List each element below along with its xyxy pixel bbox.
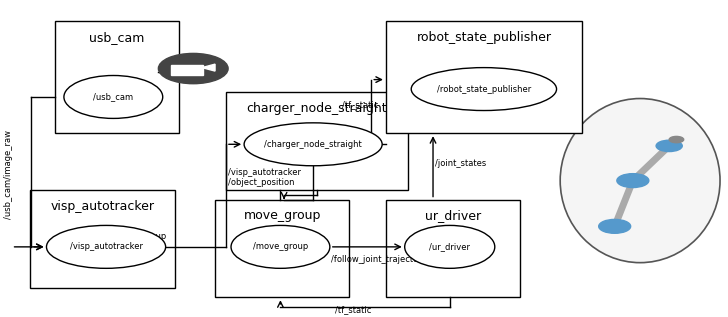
- Text: /visp_autotracker: /visp_autotracker: [70, 243, 143, 251]
- Text: /joint_states: /joint_states: [435, 159, 486, 168]
- FancyArrowPatch shape: [616, 183, 632, 224]
- Text: charger_node_straight: charger_node_straight: [247, 102, 387, 115]
- Ellipse shape: [405, 225, 495, 268]
- Ellipse shape: [244, 123, 382, 166]
- Text: /follow_joint_trajectory: /follow_joint_trajectory: [331, 255, 427, 264]
- Text: /ur_driver: /ur_driver: [430, 243, 470, 251]
- Bar: [386, 199, 521, 297]
- Circle shape: [159, 53, 228, 84]
- Text: /robot_state_publisher: /robot_state_publisher: [437, 85, 531, 94]
- Circle shape: [656, 140, 682, 152]
- Text: move_group: move_group: [244, 209, 321, 222]
- Circle shape: [617, 174, 649, 188]
- Text: /visp_autotracker
/object_position: /visp_autotracker /object_position: [228, 168, 301, 187]
- Text: robot_state_publisher: robot_state_publisher: [416, 31, 551, 44]
- Text: /move_group: /move_group: [253, 243, 308, 251]
- Bar: [215, 199, 349, 297]
- Ellipse shape: [411, 68, 556, 111]
- Text: /tf_static: /tf_static: [342, 100, 379, 109]
- Bar: [386, 21, 582, 133]
- Text: /usb_cam: /usb_cam: [93, 93, 133, 101]
- Text: ur_driver: ur_driver: [425, 209, 481, 222]
- Ellipse shape: [231, 225, 330, 268]
- Text: /move_group
/action_topics: /move_group /action_topics: [108, 232, 167, 252]
- Bar: [55, 21, 178, 133]
- Text: /tf_static: /tf_static: [335, 306, 371, 314]
- Circle shape: [669, 136, 684, 143]
- Text: visp_autotracker: visp_autotracker: [50, 199, 154, 212]
- Bar: [30, 190, 175, 288]
- Ellipse shape: [47, 225, 166, 268]
- Text: usb_cam: usb_cam: [90, 31, 145, 44]
- Ellipse shape: [560, 99, 720, 263]
- Circle shape: [598, 219, 630, 233]
- Bar: [226, 92, 408, 190]
- Ellipse shape: [64, 75, 163, 119]
- Text: /charger_node_straight: /charger_node_straight: [264, 140, 362, 149]
- FancyArrowPatch shape: [635, 148, 667, 179]
- FancyBboxPatch shape: [172, 65, 203, 75]
- Text: /usb_cam/image_raw: /usb_cam/image_raw: [4, 130, 13, 219]
- Polygon shape: [202, 64, 215, 71]
